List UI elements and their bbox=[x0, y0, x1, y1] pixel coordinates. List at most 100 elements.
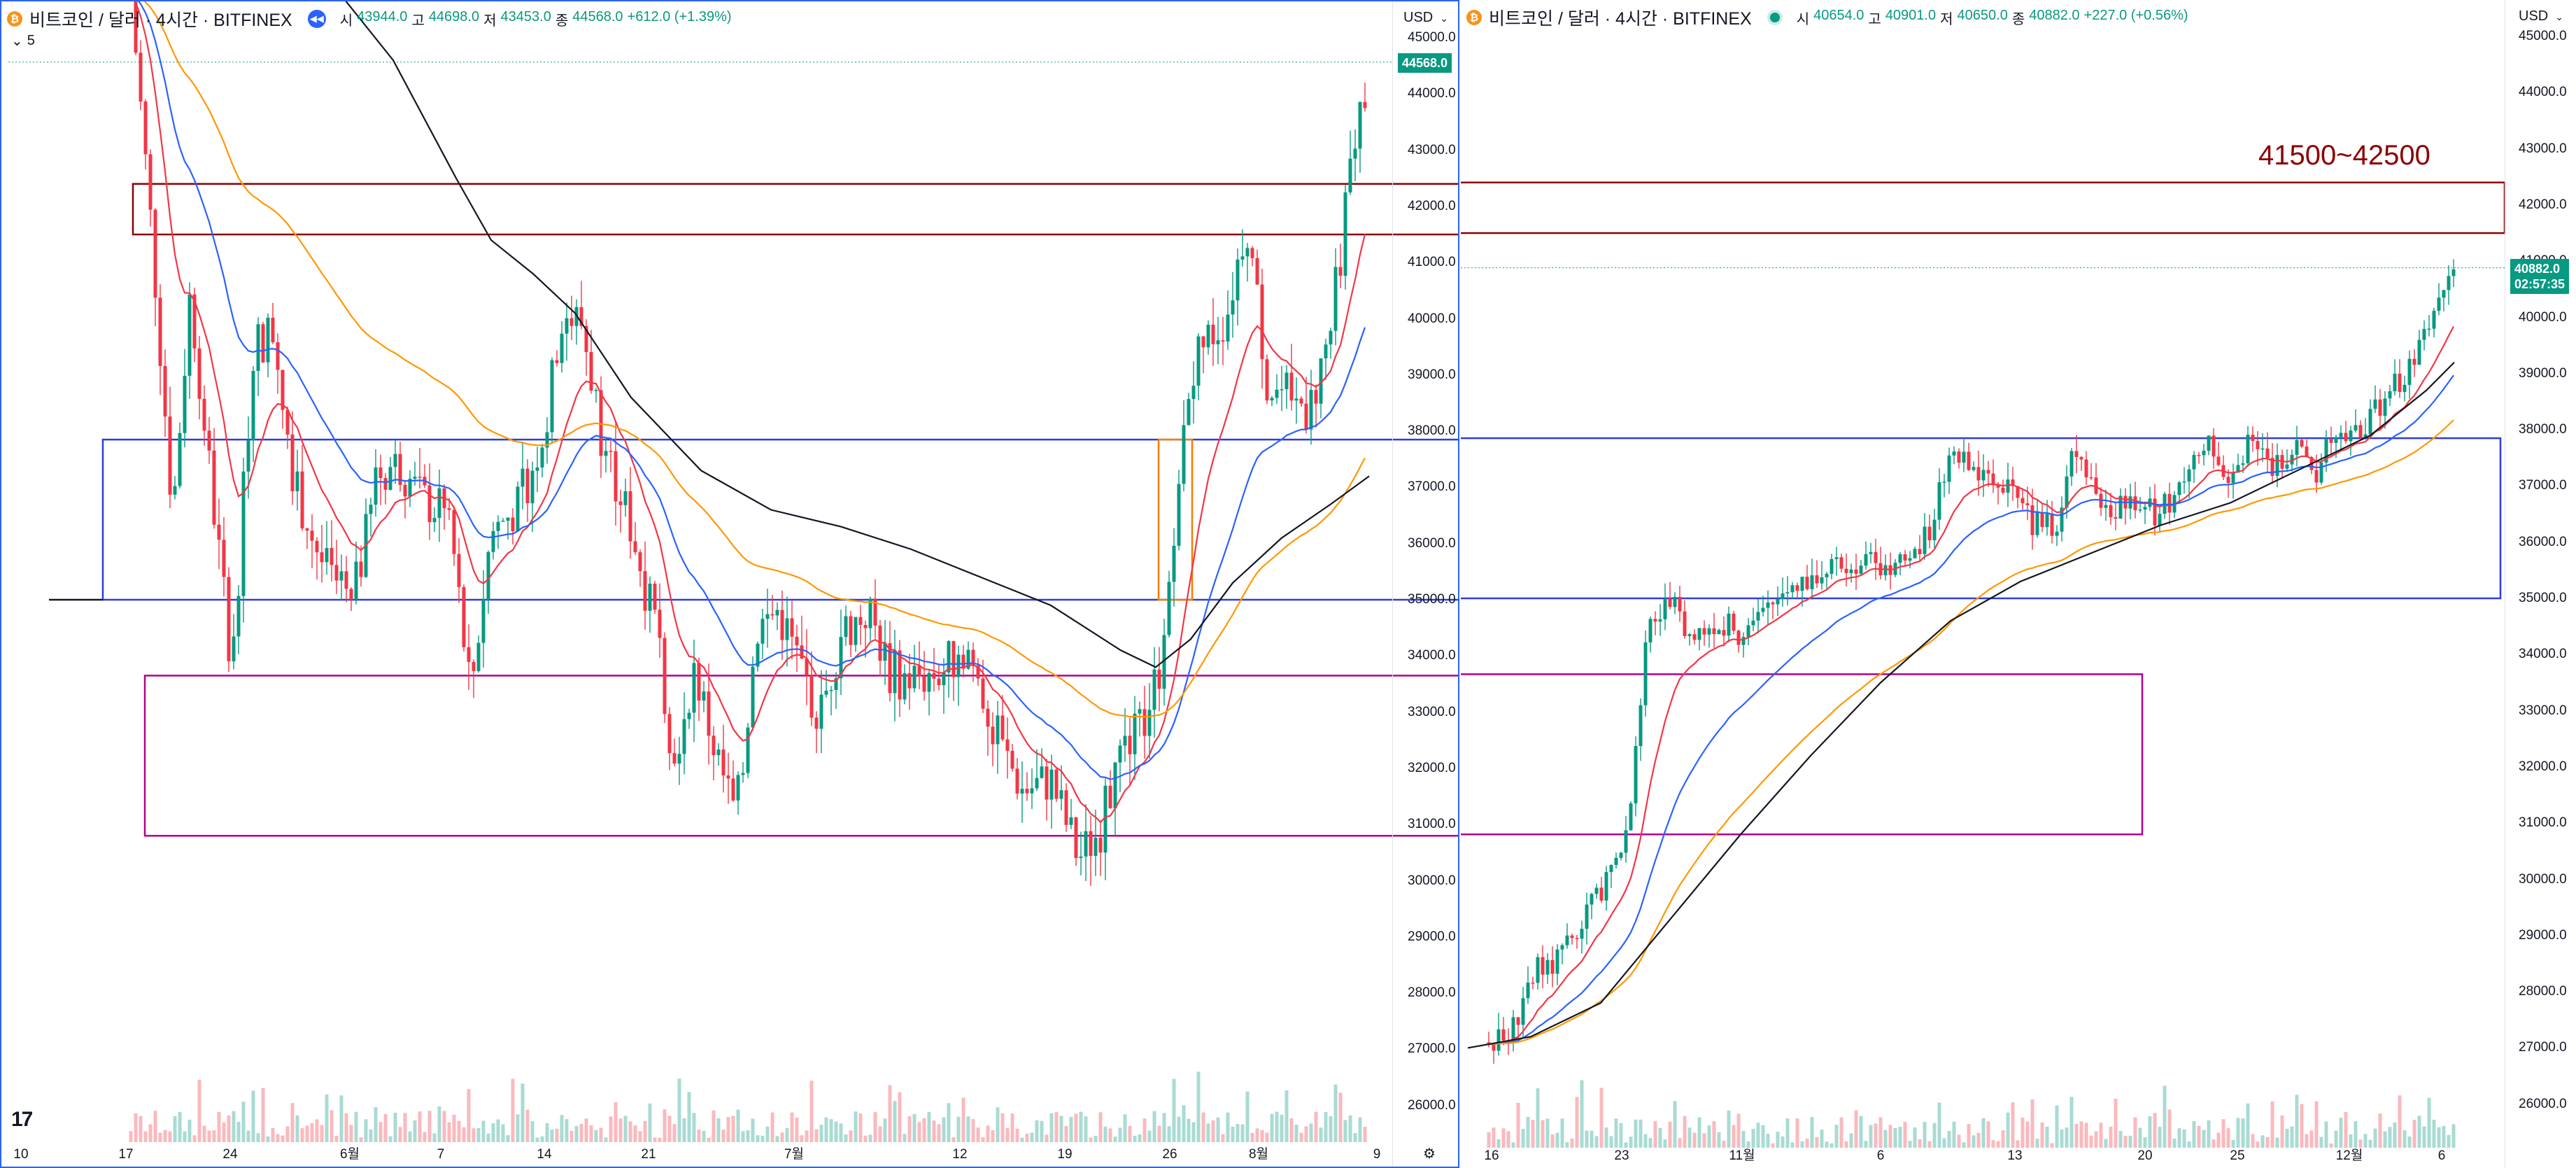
candle-body bbox=[751, 666, 755, 728]
volume-bar bbox=[2295, 1095, 2299, 1148]
candle-body bbox=[1113, 762, 1117, 809]
tradingview-logo[interactable]: 17 bbox=[11, 1108, 33, 1131]
candle-body bbox=[1668, 598, 1672, 607]
volume-bar bbox=[1069, 1116, 1073, 1142]
target-range-annotation[interactable]: 41500~42500 bbox=[2258, 140, 2430, 171]
time-tick-label: 17 bbox=[118, 1147, 134, 1162]
candle-body bbox=[462, 586, 466, 647]
volume-bar bbox=[496, 1119, 500, 1142]
candle-body bbox=[1913, 549, 1917, 558]
volume-bar bbox=[1570, 1139, 1574, 1148]
price-tick-label: 40000.0 bbox=[2519, 309, 2567, 325]
volume-bar bbox=[1182, 1105, 1186, 1142]
candle-body bbox=[844, 616, 848, 638]
volume-bar bbox=[800, 1135, 804, 1142]
volume-bar bbox=[2231, 1139, 2235, 1148]
right-ohlc: 시 40654.0 고 40901.0 저 40650.0 종 40882.0 +227… bbox=[1796, 7, 2188, 27]
candle-body bbox=[1565, 935, 1569, 945]
rewind-icon[interactable]: ◀◀ bbox=[307, 10, 326, 28]
volume-bar bbox=[1702, 1133, 1706, 1148]
volume-bar bbox=[1874, 1123, 1878, 1148]
candle-body bbox=[1776, 599, 1780, 605]
candle-body bbox=[452, 509, 456, 554]
left-symbol-title[interactable]: 비트코인 / 달러 · 4시간 · BITFINEX bbox=[29, 10, 292, 30]
volume-bar bbox=[917, 1122, 921, 1142]
candle-body bbox=[246, 440, 250, 472]
volume-bar bbox=[2216, 1132, 2221, 1148]
volume-bar bbox=[163, 1130, 167, 1142]
left-price-axis[interactable] bbox=[1392, 1, 1393, 1167]
volume-bar bbox=[667, 1116, 672, 1142]
candle-body bbox=[1624, 830, 1628, 853]
volume-bar bbox=[2153, 1113, 2157, 1148]
candle-body bbox=[1756, 612, 1760, 621]
volume-bar bbox=[1049, 1113, 1054, 1142]
volume-bar bbox=[1358, 1117, 1362, 1142]
right-symbol-title[interactable]: 비트코인 / 달러 · 4시간 · BITFINEX bbox=[1489, 9, 1752, 29]
right-chart-canvas[interactable] bbox=[1461, 0, 2576, 1168]
candle-body bbox=[2197, 455, 2201, 456]
ema-mid-line bbox=[1488, 374, 2454, 1046]
volume-bar bbox=[246, 1130, 250, 1142]
candles bbox=[129, 1, 1367, 1142]
candle-body bbox=[907, 673, 912, 689]
price-tick-label: 30000.0 bbox=[1408, 873, 1456, 888]
candle-body bbox=[618, 501, 623, 505]
candle-body bbox=[1020, 789, 1024, 794]
candle-body bbox=[354, 561, 358, 600]
candle-body bbox=[2158, 514, 2162, 526]
volume-bar bbox=[1746, 1141, 1750, 1148]
price-tick-label: 33000.0 bbox=[1408, 704, 1456, 719]
candle-body bbox=[1781, 593, 1785, 600]
left-currency-selector[interactable]: USD ⌄ bbox=[1403, 10, 1448, 25]
time-tick-label: 25 bbox=[2230, 1148, 2245, 1163]
volume-bar bbox=[1839, 1117, 1843, 1148]
left-chart-pane[interactable]: ₿ 비트코인 / 달러 · 4시간 · BITFINEX ◀◀ 시 43944.0… bbox=[0, 0, 1459, 1168]
chevron-down-icon: ⌄ bbox=[2555, 11, 2563, 22]
left-chart-canvas[interactable] bbox=[1, 1, 1459, 1168]
candle-body bbox=[305, 528, 309, 531]
volume-bar bbox=[1550, 1134, 1555, 1148]
volume-bar bbox=[785, 1127, 789, 1142]
price-tick-label: 39000.0 bbox=[1408, 367, 1456, 382]
candle-body bbox=[300, 471, 304, 529]
time-tick-label: 8월 bbox=[1248, 1147, 1269, 1162]
volume-bar bbox=[1648, 1138, 1653, 1148]
volume-bar bbox=[2069, 1097, 2074, 1148]
candle-body bbox=[951, 641, 956, 677]
gear-icon[interactable]: ⚙ bbox=[1423, 1146, 1436, 1162]
price-tick-label: 45000.0 bbox=[1408, 30, 1456, 45]
candle-body bbox=[192, 294, 197, 349]
indicators-toggle[interactable]: ⌄ 5 bbox=[11, 32, 35, 50]
candle-body bbox=[388, 467, 392, 490]
volume-bar bbox=[1957, 1134, 1961, 1148]
candle-body bbox=[1594, 887, 1599, 894]
volume-bar bbox=[1089, 1137, 1093, 1142]
volume-bar bbox=[672, 1124, 677, 1142]
volume-bar bbox=[187, 1119, 192, 1142]
volume-bar bbox=[1113, 1137, 1117, 1142]
candle-body bbox=[1358, 101, 1362, 149]
candle-body bbox=[2412, 358, 2416, 365]
volume-bar bbox=[305, 1125, 309, 1142]
volume-bar bbox=[1692, 1132, 1697, 1148]
volume-bar bbox=[2158, 1127, 2162, 1148]
candle-body bbox=[1996, 485, 2000, 488]
candle-body bbox=[217, 524, 221, 540]
price-tick-label: 33000.0 bbox=[2519, 703, 2567, 718]
volume-bar bbox=[1064, 1125, 1068, 1142]
candle-body bbox=[2246, 435, 2250, 464]
candle-body bbox=[1820, 577, 1824, 584]
volume-bar bbox=[2050, 1143, 2054, 1148]
candle-body bbox=[1329, 330, 1333, 345]
volume-bar bbox=[604, 1137, 608, 1142]
volume-bar bbox=[217, 1111, 221, 1142]
volume-bar bbox=[530, 1121, 535, 1142]
candle-body bbox=[1289, 372, 1294, 401]
volume-bar bbox=[1226, 1112, 1230, 1142]
ema-slow-line bbox=[1488, 419, 2454, 1045]
candle-body bbox=[555, 360, 559, 363]
right-currency-selector[interactable]: USD ⌄ bbox=[2519, 8, 2563, 24]
volume-bar bbox=[2016, 1140, 2020, 1148]
